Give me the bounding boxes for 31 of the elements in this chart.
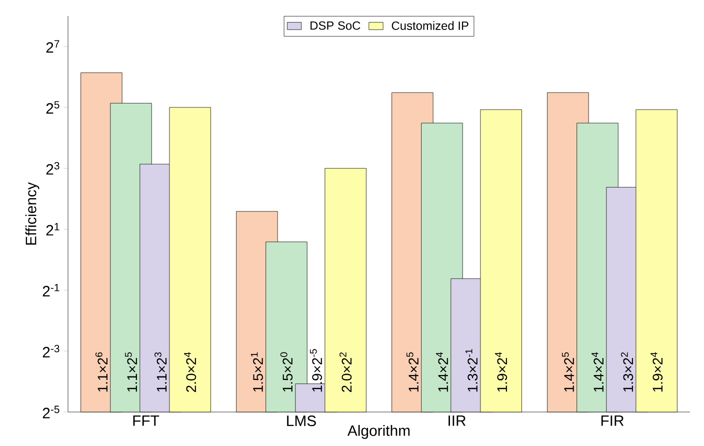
y-axis-title: Efficiency — [25, 182, 40, 245]
data-label: 1.5×2$^{1}$ — [250, 352, 263, 392]
data-label: 1.1×2$^{5}$ — [125, 352, 137, 392]
data-label: 1.4×2$^{4}$ — [592, 352, 604, 392]
data-label: 1.9×2$^{-5}$ — [310, 349, 322, 392]
data-label: 1.9×2$^{4}$ — [650, 352, 663, 392]
y-tick-label: 2$^{7}$ — [46, 40, 60, 53]
data-label: 2.0×2$^{4}$ — [184, 352, 196, 392]
data-label: 1.4×2$^{5}$ — [562, 352, 574, 392]
data-label: 1.3×2$^{2}$ — [620, 352, 634, 392]
y-tick-label: 2$^{-5}$ — [42, 406, 60, 418]
data-label: 1.5×2$^{0}$ — [280, 352, 293, 392]
legend-label: DSP SoC — [310, 21, 360, 30]
data-label: 2.0×2$^{2}$ — [339, 352, 352, 392]
y-tick-label: 2$^{5}$ — [46, 101, 60, 114]
data-label: 1.1×2$^{6}$ — [95, 352, 108, 392]
y-tick-label: 2$^{1}$ — [46, 223, 60, 236]
y-tick-label: 2$^{-1}$ — [42, 284, 60, 296]
x-tick-label: IIR — [448, 416, 466, 426]
data-label: 1.1×2$^{3}$ — [154, 352, 167, 392]
x-tick-label: LMS — [287, 416, 316, 426]
x-tick-label: FFT — [133, 416, 160, 426]
y-tick-label: 2$^{-3}$ — [42, 344, 60, 358]
data-label: 1.9×2$^{4}$ — [495, 352, 508, 392]
data-label: 1.4×2$^{4}$ — [436, 352, 448, 392]
x-axis-title: Algorithm — [347, 424, 410, 439]
x-tick-label: FIR — [601, 416, 624, 426]
y-tick-label: 2$^{3}$ — [46, 162, 60, 175]
legend-label: Customized IP — [392, 21, 468, 30]
data-label: 1.3×2$^{-1}$ — [465, 349, 478, 392]
data-label: 1.4×2$^{5}$ — [406, 352, 418, 392]
